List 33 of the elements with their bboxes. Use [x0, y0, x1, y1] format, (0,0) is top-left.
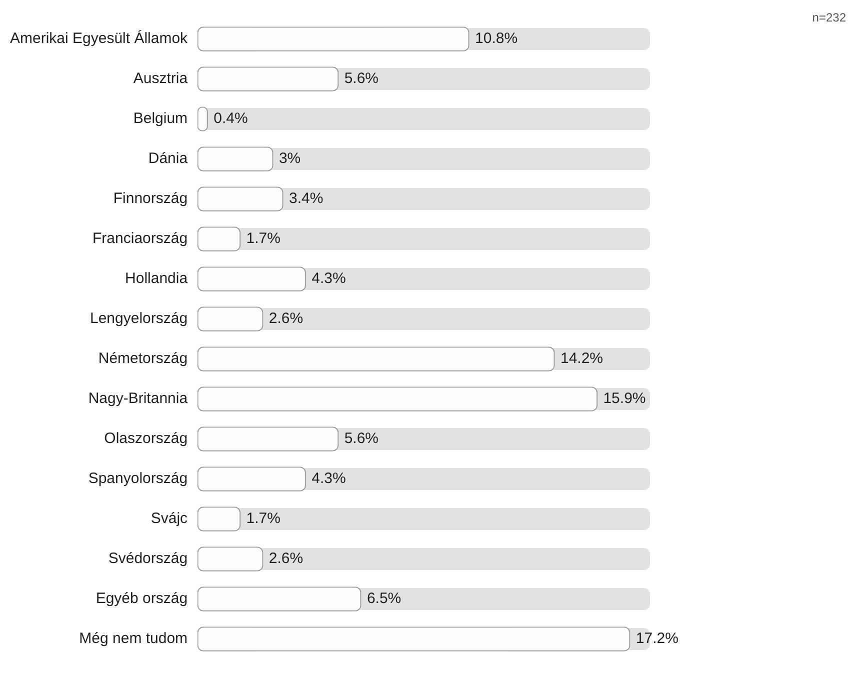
data-label: 5.6% [344, 70, 379, 88]
data-label: 2.6% [268, 310, 304, 328]
y-tick-label: Hollandia [125, 270, 188, 288]
y-tick-label: Olaszország [104, 430, 188, 448]
data-label: 3% [278, 150, 301, 168]
data-label: 1.7% [246, 230, 280, 248]
data-label: 5.6% [344, 430, 379, 448]
y-tick-label: Belgium [133, 110, 188, 128]
data-label: 10.8% [475, 30, 518, 48]
y-tick-label: Németország [98, 350, 188, 368]
data-label: 1.7% [246, 510, 280, 528]
y-tick-label: Svédország [108, 550, 188, 568]
data-label: 3.4% [289, 190, 324, 208]
data-label: 17.2% [636, 630, 678, 648]
text: n=232 [812, 10, 846, 24]
data-label: 0.4% [214, 110, 248, 128]
y-tick-label: Ausztria [133, 70, 188, 88]
data-label: 4.3% [312, 270, 346, 288]
y-tick-label: Egyéb ország [96, 590, 188, 608]
data-label: 6.5% [366, 590, 402, 608]
data-label: 4.3% [312, 470, 346, 488]
y-tick-label: Még nem tudom [79, 630, 188, 648]
y-tick-label: Finnország [113, 190, 188, 208]
y-tick-label: Spanyolország [88, 470, 188, 488]
data-label: 2.6% [268, 550, 304, 568]
y-tick-label: Amerikai Egyesült Államok [10, 29, 188, 48]
y-tick-label: Svájc [150, 510, 188, 528]
data-label: 15.9% [603, 390, 646, 408]
data-label: 14.2% [560, 350, 604, 368]
y-tick-label: Dánia [148, 150, 188, 168]
y-tick-label: Nagy-Britannia [88, 390, 188, 408]
y-tick-label: Lengyelország [90, 310, 188, 328]
y-tick-label: Franciaország [92, 230, 188, 248]
